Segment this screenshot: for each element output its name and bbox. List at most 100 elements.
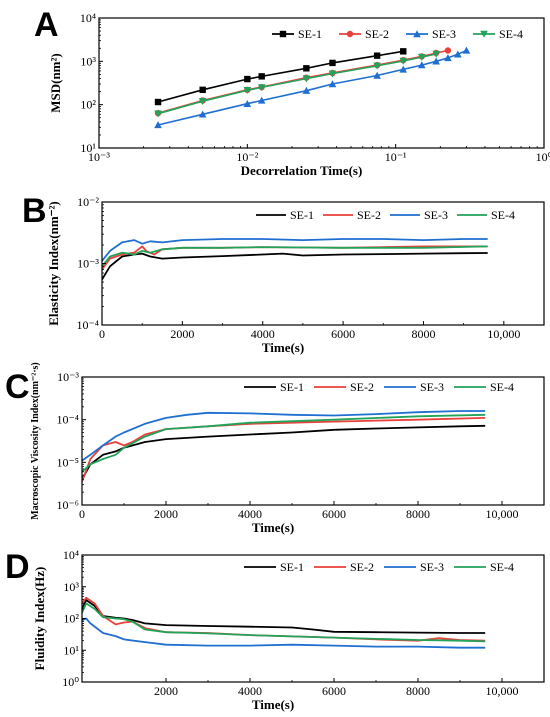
x-tick-label: 6000 xyxy=(322,684,346,698)
legend: SE-1 SE-2 SE-3 SE-4 xyxy=(244,380,514,394)
legend-label-se-4: SE-4 xyxy=(491,208,515,222)
y-tick-label: 10¹ xyxy=(63,643,79,657)
data-point-se-4 xyxy=(154,110,162,118)
x-tick-label: 4000 xyxy=(238,684,262,698)
x-axis-title: Decorrelation Time(s) xyxy=(241,163,363,178)
legend-marker-se-2 xyxy=(346,30,354,38)
x-tick-label: 10,000 xyxy=(486,684,519,698)
x-tick-label: 10,000 xyxy=(486,507,519,521)
data-point-se-1 xyxy=(373,52,381,59)
y-tick-label: 10⁻³ xyxy=(77,257,99,271)
legend-label-se-1: SE-1 xyxy=(280,380,304,394)
data-point-se-3 xyxy=(444,54,452,62)
x-tick-label: 6000 xyxy=(331,327,355,341)
legend: SE-1 SE-2 SE-3 SE-4 xyxy=(244,560,514,574)
series-line-se-1 xyxy=(102,252,488,280)
panel-letter: B xyxy=(22,192,47,230)
series-line-se-3 xyxy=(102,238,488,262)
series-line-se-4 xyxy=(82,413,486,473)
x-tick-label: 4000 xyxy=(251,327,275,341)
data-point-se-3 xyxy=(462,46,471,54)
legend-label-se-4: SE-4 xyxy=(499,27,523,41)
y-tick-label: 10⁻⁵ xyxy=(56,455,79,469)
data-point-se-3 xyxy=(154,121,162,129)
legend-label-se-2: SE-2 xyxy=(357,208,381,222)
data-point-se-1 xyxy=(258,73,265,80)
x-tick-label: 10⁻³ xyxy=(88,150,110,164)
axes-frame xyxy=(81,376,545,506)
y-tick-label: 10³ xyxy=(63,580,79,594)
axes-frame xyxy=(101,201,545,326)
series-line-se-3 xyxy=(82,617,486,649)
x-tick-label: 8000 xyxy=(406,507,430,521)
legend-label-se-2: SE-2 xyxy=(365,27,389,41)
legend-label-se-3: SE-3 xyxy=(420,380,444,394)
legend-label-se-2: SE-2 xyxy=(350,560,374,574)
data-point-se-4 xyxy=(302,75,311,83)
axes-frame xyxy=(81,554,545,683)
y-tick-label: 10² xyxy=(63,612,79,626)
legend-label-se-4: SE-4 xyxy=(490,560,514,574)
series-line-se-4 xyxy=(157,53,437,115)
panel-letter: A xyxy=(34,6,59,44)
series-line-se-1 xyxy=(82,424,486,480)
data-point-se-1 xyxy=(244,75,251,83)
data-point-se-4 xyxy=(417,53,426,61)
y-tick-label: 10³ xyxy=(80,54,96,68)
data-point-se-1 xyxy=(199,86,206,94)
panel-b: B 0 2000 4000 6000 8000 10,000 10⁻⁴ 10⁻³ 10⁻² Time… xyxy=(22,192,545,355)
series-line-se-4 xyxy=(102,245,488,267)
panel-letter: D xyxy=(5,548,30,586)
axes-frame xyxy=(98,17,545,149)
data-point-se-1 xyxy=(329,59,336,67)
y-tick-label: 10⁰ xyxy=(62,675,79,689)
plot-area xyxy=(82,596,486,649)
legend: SE-1 SE-2 SE-3 SE-4 xyxy=(256,208,515,222)
legend-marker-se-1 xyxy=(279,30,287,38)
x-tick-label: 10⁻¹ xyxy=(385,150,407,164)
legend: SE-1 SE-2 SE-3 SE-4 xyxy=(272,27,523,41)
y-tick-label: 10⁻² xyxy=(77,195,99,209)
legend-label-se-3: SE-3 xyxy=(432,27,456,41)
y-tick-label: 10⁻⁴ xyxy=(56,413,79,427)
x-axis-title: Time(s) xyxy=(252,520,294,535)
series-line-se-2 xyxy=(82,596,486,642)
legend-label-se-2: SE-2 xyxy=(350,380,374,394)
y-tick-label: 10² xyxy=(80,98,96,112)
x-axis-title: Time(s) xyxy=(252,697,294,712)
data-point-se-3 xyxy=(399,65,408,73)
legend-label-se-1: SE-1 xyxy=(280,560,304,574)
panel-a: A 10⁻³ 10⁻² 10⁻¹ 10⁰ 10¹ 10² 10³ 10⁴ Decorrelatio… xyxy=(34,6,550,178)
data-point-se-3 xyxy=(257,96,266,104)
x-tick-label: 6000 xyxy=(322,507,346,521)
data-point-se-3 xyxy=(417,61,426,69)
x-tick-label: 0 xyxy=(79,507,85,521)
legend-label-se-3: SE-3 xyxy=(420,560,444,574)
data-point-se-3 xyxy=(328,80,337,88)
y-tick-label: 10⁴ xyxy=(63,548,79,562)
legend-label-se-1: SE-1 xyxy=(290,208,314,222)
y-axis-title: MSD(nm²) xyxy=(48,53,63,113)
series-line-se-4 xyxy=(82,602,486,643)
x-tick-label: 4000 xyxy=(238,507,262,521)
y-axis-title: Elasticity Index(nm⁻²) xyxy=(46,201,61,326)
data-point-se-4 xyxy=(328,70,337,78)
legend-marker-se-4 xyxy=(480,30,488,38)
x-tick-label: 10⁰ xyxy=(536,150,550,164)
x-tick-label: 10⁻² xyxy=(236,150,258,164)
plot-area xyxy=(82,410,486,483)
data-point-se-3 xyxy=(454,50,462,58)
series-line-se-1 xyxy=(157,50,404,103)
data-point-se-4 xyxy=(432,50,440,58)
legend-marker-se-3 xyxy=(413,30,421,38)
y-axis-title: Fluidity Index(Hz) xyxy=(32,567,47,671)
data-point-se-3 xyxy=(302,86,311,94)
data-point-se-4 xyxy=(198,98,207,106)
x-tick-label: 2000 xyxy=(170,327,194,341)
x-tick-label: 0 xyxy=(99,327,105,341)
x-axis-title: Time(s) xyxy=(262,340,304,355)
x-tick-label: 8000 xyxy=(411,327,435,341)
y-tick-label: 10¹ xyxy=(80,141,96,155)
panel-letter: C xyxy=(5,368,30,406)
legend-label-se-4: SE-4 xyxy=(490,380,514,394)
